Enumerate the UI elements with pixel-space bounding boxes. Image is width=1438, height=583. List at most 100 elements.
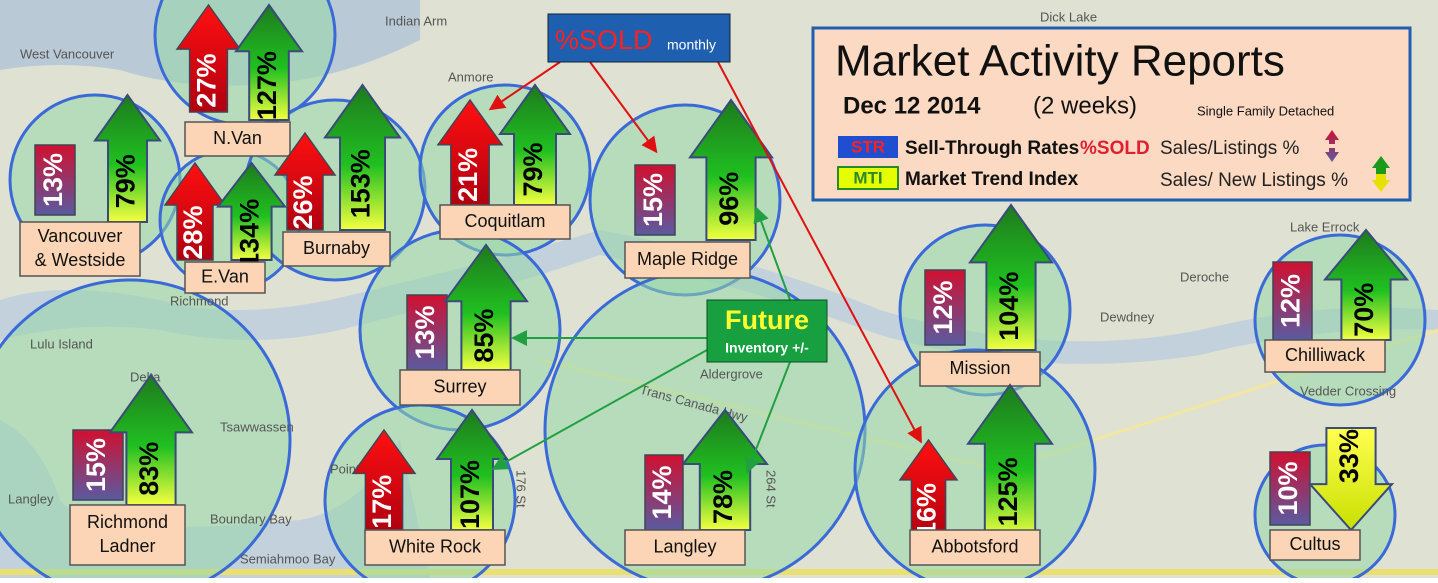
mti-value: 125%: [993, 457, 1023, 526]
str-box: [1269, 451, 1311, 526]
region-label-box: [364, 529, 506, 566]
str-value: 28%: [178, 205, 208, 259]
region: 21% 79% Coquitlam: [436, 83, 572, 240]
mti-value: 85%: [469, 309, 499, 363]
region-name: Richmond: [87, 512, 168, 532]
region: 12% 70% Chilliwack: [1264, 228, 1410, 373]
str-code: STR: [851, 137, 885, 156]
map-label: Indian Arm: [385, 13, 447, 28]
region-label-box: [282, 231, 391, 267]
region: 27% 127% N.Van: [175, 3, 304, 157]
str-value: 27%: [192, 54, 222, 108]
map-label: 176 St: [514, 470, 529, 508]
str-box: [644, 454, 684, 531]
region: 26% 153% Burnaby: [273, 83, 402, 267]
region-name: Langley: [653, 536, 716, 556]
mti-value: 104%: [994, 272, 1024, 341]
str-value: 13%: [410, 305, 440, 359]
region-name: Surrey: [433, 376, 486, 396]
map-label: Lulu Island: [30, 336, 93, 351]
mti-value: 127%: [252, 51, 282, 120]
map-label: Dewdney: [1100, 309, 1155, 324]
str-name: Sell-Through Rates: [905, 138, 1079, 159]
mti-arrow: [498, 83, 572, 206]
mti-arrow: [215, 161, 288, 261]
map-label: 264 St: [764, 470, 779, 508]
mti-value: 153%: [346, 149, 376, 218]
region-name: Vancouver: [38, 226, 123, 246]
mti-value: 134%: [235, 199, 265, 268]
region-name: Maple Ridge: [637, 249, 738, 269]
future-callout: Future Inventory +/-: [491, 206, 828, 474]
region-name: N.Van: [213, 128, 262, 148]
region-label-box: [919, 351, 1041, 387]
sold-box: [547, 13, 731, 63]
future-box: [706, 299, 828, 363]
mti-code: MTI: [853, 168, 882, 187]
str-value: 21%: [453, 148, 483, 202]
region-label-box: [1269, 529, 1361, 561]
str-sold: %SOLD: [1080, 138, 1150, 159]
sold-text: %SOLD: [555, 25, 653, 55]
mti-value: 33%: [1334, 429, 1364, 483]
str-arrow: [163, 161, 227, 261]
legend-segment: Single Family Detached: [1197, 103, 1334, 118]
str-formula: Sales/Listings %: [1160, 138, 1300, 159]
region-name: Cultus: [1289, 534, 1340, 554]
str-box: [634, 164, 676, 236]
map-label: Dick Lake: [1040, 9, 1097, 24]
mti-arrow: [323, 83, 402, 231]
legend-date: Dec 12 2014: [843, 92, 981, 119]
region-label-box: [69, 504, 186, 566]
region: 10% 33% Cultus: [1269, 427, 1395, 561]
region-label-box: [909, 529, 1041, 566]
legend: Market Activity Reports Dec 12 2014 (2 w…: [811, 26, 1412, 202]
mti-arrow: [968, 203, 1054, 351]
region-name: Ladner: [99, 536, 155, 556]
mti-arrow: [688, 98, 774, 241]
mti-value: 79%: [111, 154, 141, 208]
legend-period: (2 weeks): [1033, 92, 1137, 119]
region-label-box: [439, 204, 571, 240]
str-box: [72, 429, 124, 501]
map-label: Langley: [8, 491, 54, 506]
map-label: Vedder Crossing: [1300, 383, 1396, 398]
region-label-box: [184, 261, 266, 294]
region: 12% 104% Mission: [919, 203, 1054, 387]
map-label: Richmond: [170, 293, 229, 308]
region-name: White Rock: [389, 536, 482, 556]
mti-arrow: [108, 373, 194, 506]
str-box: [924, 269, 966, 346]
future-text: Future: [725, 305, 809, 335]
region-name: Mission: [949, 358, 1010, 378]
region-label-box: [184, 121, 291, 157]
mti-arrow: [234, 3, 304, 121]
region-name: E.Van: [201, 266, 249, 286]
str-value: 10%: [1273, 461, 1303, 515]
mti-arrow: [435, 408, 509, 531]
region: 13% 79% Vancouver & Westside: [19, 93, 162, 277]
region-name: Burnaby: [303, 238, 370, 258]
str-value: 12%: [928, 280, 958, 334]
mti-value: 83%: [134, 442, 164, 496]
map-label: Semiahmoo Bay: [240, 551, 336, 566]
region-name: Abbotsford: [931, 536, 1018, 556]
mti-name: Market Trend Index: [905, 169, 1079, 190]
future-sub: Inventory +/-: [725, 340, 809, 356]
str-value: 13%: [38, 153, 68, 207]
str-value: 15%: [638, 173, 668, 227]
region: 15% 83% Richmond Ladner: [69, 373, 194, 566]
mti-arrow: [1322, 228, 1410, 341]
map-label: Boundary Bay: [210, 511, 292, 526]
str-value: 16%: [912, 483, 942, 537]
legend-title: Market Activity Reports: [835, 37, 1285, 86]
region-name: & Westside: [35, 250, 126, 270]
region: 16% 125% Abbotsford: [898, 383, 1054, 566]
map-label: Lake Errock: [1290, 219, 1360, 234]
mti-value: 78%: [708, 470, 738, 524]
mti-arrow: [443, 243, 529, 371]
str-arrow: [351, 428, 417, 531]
region-label-box: [1264, 339, 1386, 373]
str-value: 12%: [1276, 274, 1306, 328]
map-label: Anmore: [448, 69, 494, 84]
